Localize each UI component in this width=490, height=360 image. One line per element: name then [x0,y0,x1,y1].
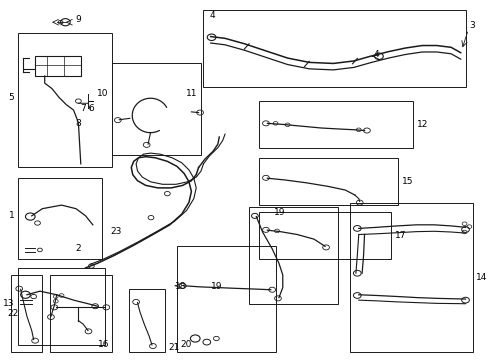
Bar [249,207,338,304]
Text: 19: 19 [211,282,222,291]
Bar [18,268,105,345]
Text: 2: 2 [75,244,81,253]
Text: 8: 8 [75,119,81,128]
Bar [18,178,102,259]
Text: 20: 20 [181,340,192,349]
Text: 16: 16 [98,340,109,349]
Bar [49,275,112,352]
Text: 1: 1 [9,211,14,220]
Bar [129,289,165,352]
Bar [112,63,201,155]
Bar [259,212,391,259]
Text: 22: 22 [8,309,19,318]
Text: 4: 4 [373,50,379,59]
Text: 11: 11 [186,89,197,98]
Text: 18: 18 [174,282,186,291]
Bar [11,275,42,352]
Text: 4: 4 [210,10,215,19]
Bar [350,203,473,352]
Text: 19: 19 [274,208,286,217]
Bar [259,101,413,148]
Text: 5: 5 [9,93,14,102]
Bar [18,33,112,167]
Text: 6: 6 [88,104,94,113]
Bar [177,246,275,352]
Bar [35,56,81,76]
Text: 14: 14 [476,273,488,282]
Text: 15: 15 [402,177,414,186]
Text: 21: 21 [169,343,180,352]
Text: 9: 9 [75,15,81,24]
Bar [203,10,466,87]
Text: 10: 10 [97,89,109,98]
Text: 13: 13 [3,299,14,308]
Text: 12: 12 [416,120,428,129]
Text: 23: 23 [111,228,122,237]
Text: 17: 17 [395,231,406,240]
Text: 3: 3 [469,21,475,30]
Text: 7: 7 [80,104,86,113]
Bar [259,158,398,205]
